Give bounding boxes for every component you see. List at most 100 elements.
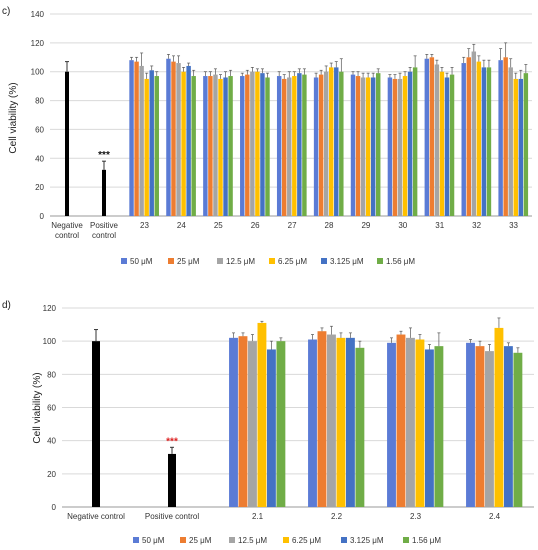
bar	[313, 77, 319, 216]
legend-entry: 12.5 μM	[226, 257, 255, 266]
legend-entry: 12.5 μM	[238, 536, 267, 545]
bar	[308, 339, 317, 507]
bars-d: ***	[92, 317, 523, 507]
bar	[429, 57, 435, 217]
legend-c: 50 μM 25 μM 12.5 μM 6.25 μM 3.125 μM 1.56 μM	[121, 257, 415, 266]
bar	[387, 342, 396, 507]
category-label: 2.3	[410, 512, 422, 521]
bar	[144, 78, 149, 216]
bar	[486, 67, 492, 216]
y-tick-labels-d: 0 20 40 60 80 100 120	[43, 304, 57, 512]
bar	[415, 339, 425, 507]
bar	[282, 78, 287, 216]
bar	[171, 61, 176, 216]
control-label: Positive control	[90, 221, 119, 240]
category-labels-d: Negative control Positive control 2.1 2.2 2.…	[67, 512, 501, 521]
bar	[406, 337, 415, 507]
bar	[129, 60, 134, 216]
category-label: 32	[472, 221, 481, 230]
bar	[498, 60, 503, 216]
bar	[466, 342, 475, 507]
bar	[412, 67, 418, 216]
category-label: 2.1	[252, 512, 264, 521]
bar	[334, 67, 339, 216]
bar	[240, 76, 245, 217]
control-label: Negative control	[67, 512, 125, 521]
bar	[370, 77, 376, 216]
category-label: 30	[398, 221, 407, 230]
bar	[355, 347, 365, 507]
bar	[339, 71, 344, 216]
bar	[336, 337, 346, 507]
legend-swatch	[341, 537, 347, 543]
bar	[329, 67, 334, 216]
control-bar	[65, 71, 69, 216]
control-bar	[102, 169, 106, 216]
bars-c: ***	[65, 42, 529, 217]
legend-swatch	[180, 537, 186, 543]
bar	[276, 76, 282, 217]
legend-swatch	[269, 258, 275, 264]
bar	[365, 77, 371, 216]
bar	[257, 322, 267, 507]
y-tick-label: 120	[31, 39, 45, 48]
category-label: 28	[325, 221, 334, 230]
y-tick-labels-c: 0 20 40 60 80 100 120 140	[31, 10, 45, 221]
legend-entry: 25 μM	[189, 536, 212, 545]
bar	[238, 336, 248, 507]
bar	[228, 76, 233, 217]
bar	[229, 337, 238, 507]
category-label: 26	[251, 221, 260, 230]
legend-swatch	[321, 258, 327, 264]
y-tick-label: 60	[35, 125, 44, 134]
legend-entry: 3.125 μM	[350, 536, 384, 545]
bar	[503, 346, 513, 507]
chart-panel-c: c) Cell viability (%) 0 20 40 60 80 100 120 140…	[2, 6, 532, 266]
bar	[154, 76, 159, 217]
bar	[387, 77, 393, 216]
category-label: 27	[288, 221, 297, 230]
bar	[245, 74, 250, 216]
category-label: 2.2	[331, 512, 343, 521]
y-tick-label: 0	[52, 503, 57, 512]
bar	[434, 64, 440, 216]
legend-swatch	[133, 537, 139, 543]
category-labels-c: Negative control Positive control 23 24 25 26 27…	[51, 221, 518, 240]
bar	[476, 61, 482, 216]
bar	[350, 74, 356, 216]
bar	[466, 57, 471, 217]
bar	[518, 78, 524, 216]
bar	[260, 73, 265, 217]
bar	[297, 73, 302, 217]
y-tick-label: 20	[35, 183, 44, 192]
legend-entry: 25 μM	[177, 257, 200, 266]
legend-entry: 1.56 μM	[412, 536, 441, 545]
bar	[407, 71, 413, 216]
bar	[223, 77, 228, 216]
legend-entry: 50 μM	[130, 257, 153, 266]
legend-entry: 1.56 μM	[386, 257, 415, 266]
gridlines-d	[62, 307, 534, 508]
y-tick-label: 20	[47, 470, 56, 479]
legend-swatch	[217, 258, 223, 264]
bar	[181, 71, 186, 216]
legend-swatch	[377, 258, 383, 264]
panel-label-d: d)	[2, 300, 11, 311]
bar	[434, 346, 444, 507]
legend-entry: 50 μM	[142, 536, 165, 545]
control-bar	[92, 341, 100, 507]
legend-entry: 6.25 μM	[278, 257, 307, 266]
bar	[396, 334, 406, 507]
category-label: 29	[361, 221, 370, 230]
bar	[475, 346, 485, 507]
bar	[424, 58, 430, 216]
bar	[397, 78, 403, 216]
bar	[424, 349, 434, 507]
y-tick-label: 100	[43, 337, 57, 346]
category-label: 24	[177, 221, 186, 230]
category-label: 31	[435, 221, 444, 230]
bar	[355, 76, 361, 217]
legend-swatch	[403, 537, 409, 543]
bar	[176, 63, 181, 216]
